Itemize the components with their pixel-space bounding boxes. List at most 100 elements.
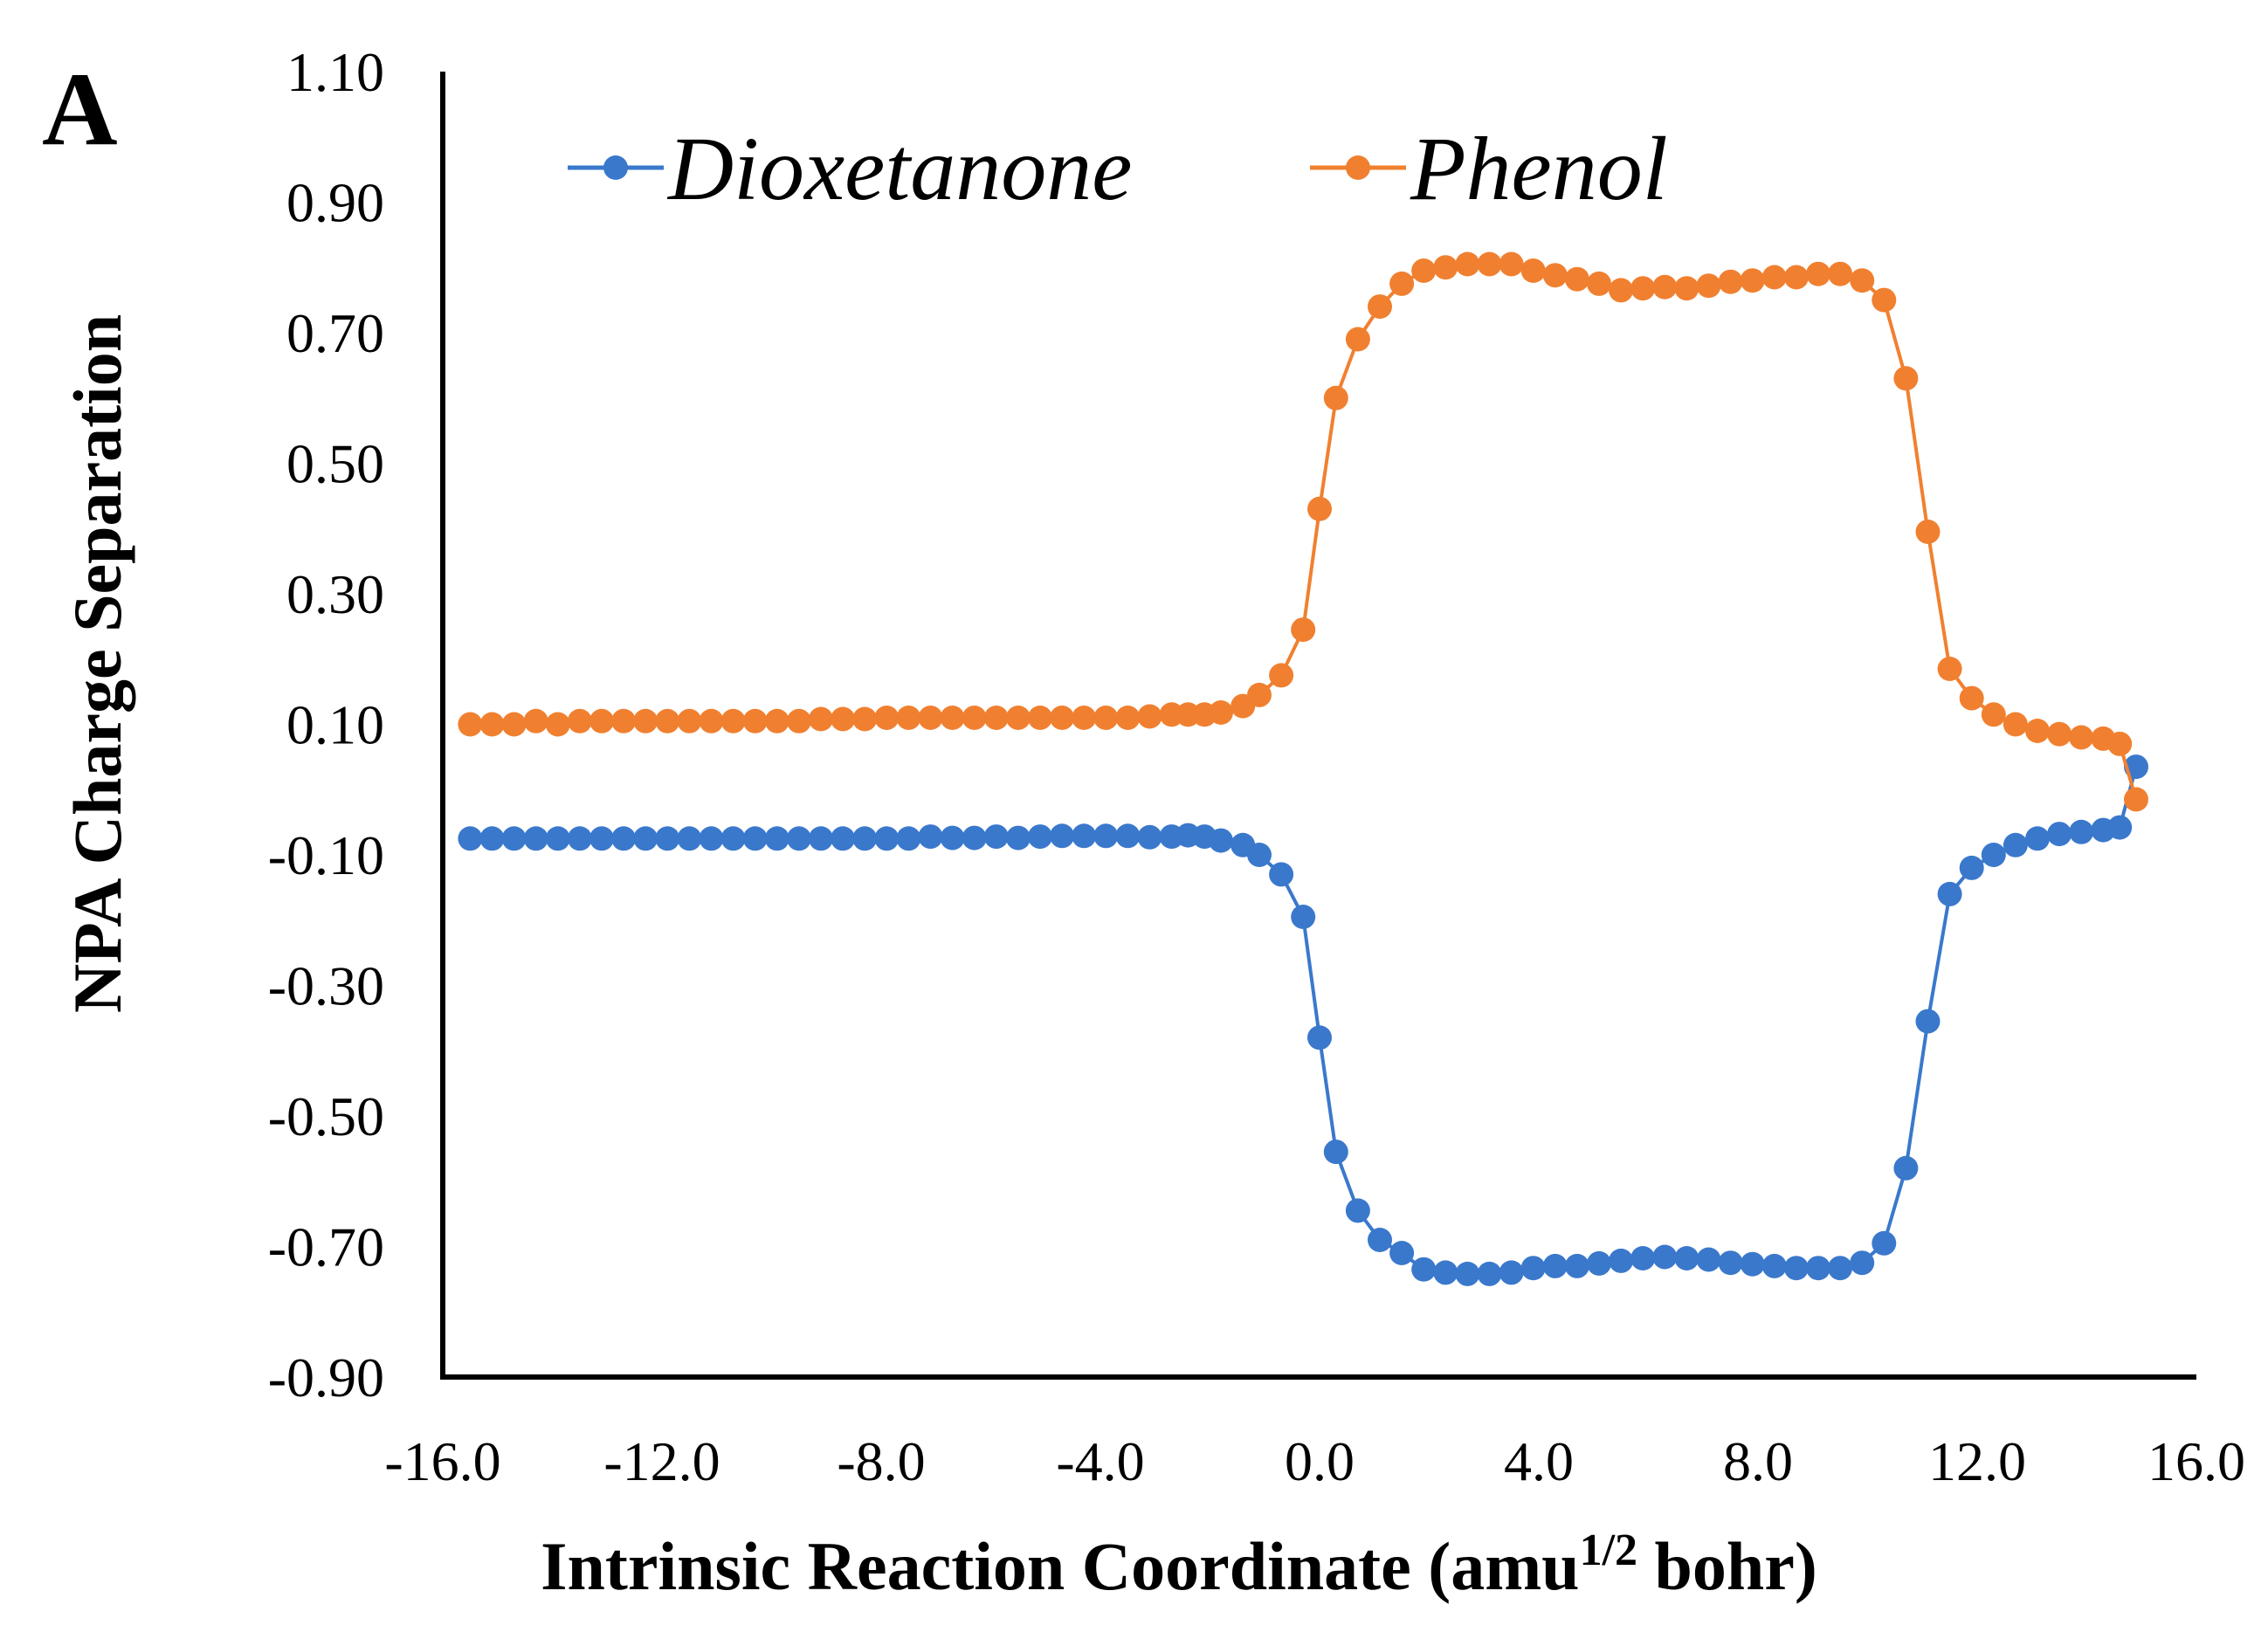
data-point-dioxetanone: [1959, 855, 1984, 880]
data-point-dioxetanone: [896, 826, 921, 851]
data-point-phenol: [983, 706, 1009, 730]
x-axis-title-superscript: 1/2: [1580, 1525, 1637, 1575]
data-point-dioxetanone: [523, 826, 548, 851]
data-point-phenol: [896, 706, 921, 730]
data-point-phenol: [1761, 265, 1787, 290]
data-point-dioxetanone: [786, 826, 811, 851]
data-point-phenol: [940, 706, 965, 730]
data-point-dioxetanone: [1050, 823, 1075, 849]
panel-label: A: [42, 51, 118, 167]
data-point-phenol: [1433, 255, 1458, 280]
data-point-dioxetanone: [1718, 1250, 1743, 1276]
x-axis-title-main: Intrinsic Reaction Coordinate (amu: [541, 1528, 1579, 1604]
y-tick-label: -0.30: [268, 955, 384, 1017]
y-tick-label: -0.10: [268, 824, 384, 886]
data-point-dioxetanone: [1291, 905, 1316, 929]
data-point-phenol: [1307, 496, 1332, 521]
data-point-dioxetanone: [677, 826, 702, 851]
data-point-dioxetanone: [1209, 828, 1233, 853]
x-tick-label: 8.0: [1723, 1430, 1793, 1492]
data-point-dioxetanone: [1850, 1250, 1875, 1276]
data-point-dioxetanone: [1411, 1257, 1437, 1282]
data-point-dioxetanone: [1455, 1261, 1480, 1286]
series-phenol: [458, 251, 2148, 812]
data-point-dioxetanone: [501, 826, 527, 851]
data-point-dioxetanone: [1674, 1246, 1699, 1271]
data-point-phenol: [1740, 268, 1765, 293]
data-point-phenol: [874, 706, 900, 730]
data-point-dioxetanone: [1542, 1253, 1568, 1278]
data-point-phenol: [1542, 263, 1568, 288]
data-point-dioxetanone: [962, 825, 987, 850]
data-point-dioxetanone: [1630, 1246, 1656, 1271]
data-point-phenol: [1564, 266, 1589, 292]
data-point-phenol: [1137, 704, 1162, 729]
series-dioxetanone: [458, 754, 2148, 1286]
data-point-dioxetanone: [1520, 1256, 1546, 1281]
data-point-phenol: [742, 708, 768, 733]
data-point-phenol: [458, 712, 483, 737]
data-point-phenol: [2003, 712, 2028, 737]
data-point-phenol: [1893, 366, 1919, 391]
data-point-phenol: [2025, 719, 2050, 743]
data-point-dioxetanone: [633, 826, 658, 851]
data-point-phenol: [1587, 271, 1611, 296]
data-point-dioxetanone: [720, 826, 746, 851]
data-point-phenol: [1652, 274, 1678, 300]
data-point-phenol: [918, 706, 943, 730]
data-point-dioxetanone: [1564, 1253, 1589, 1278]
data-point-phenol: [677, 708, 702, 733]
data-point-dioxetanone: [545, 826, 570, 851]
data-point-phenol: [1269, 663, 1294, 688]
data-point-phenol: [589, 708, 614, 733]
y-tick-label: 0.70: [286, 302, 384, 364]
data-point-dioxetanone: [1652, 1244, 1678, 1270]
legend-marker-phenol: [1346, 155, 1370, 180]
data-point-dioxetanone: [1499, 1260, 1524, 1285]
y-tick-label: 0.30: [286, 563, 384, 625]
data-point-dioxetanone: [458, 826, 483, 851]
data-point-phenol: [1411, 258, 1437, 283]
data-point-phenol: [655, 708, 680, 733]
data-point-phenol: [831, 706, 856, 732]
data-point-dioxetanone: [1806, 1256, 1830, 1281]
data-point-phenol: [1609, 278, 1634, 303]
data-point-phenol: [1872, 287, 1897, 313]
data-point-phenol: [720, 708, 746, 733]
data-point-dioxetanone: [831, 826, 856, 851]
data-point-dioxetanone: [874, 826, 900, 851]
data-point-phenol: [1291, 617, 1316, 643]
y-tick-label: 0.50: [286, 433, 384, 495]
data-point-phenol: [1630, 276, 1656, 301]
data-point-dioxetanone: [1115, 823, 1141, 849]
x-tick-label: 16.0: [2147, 1430, 2245, 1492]
data-point-phenol: [1368, 294, 1392, 320]
data-point-phenol: [633, 708, 658, 733]
data-point-phenol: [611, 708, 637, 733]
x-tick-label: -12.0: [603, 1430, 720, 1492]
legend: Dioxetanone Phenol: [568, 119, 1668, 219]
data-point-phenol: [1050, 706, 1075, 730]
data-point-dioxetanone: [1587, 1250, 1611, 1276]
data-point-dioxetanone: [1072, 823, 1097, 849]
legend-marker-dioxetanone: [603, 155, 628, 180]
data-point-phenol: [1209, 700, 1233, 725]
data-point-dioxetanone: [940, 825, 965, 850]
y-tick-label: 1.10: [286, 41, 384, 103]
data-point-phenol: [479, 712, 505, 737]
data-point-phenol: [1981, 702, 2006, 727]
data-point-phenol: [2047, 721, 2072, 747]
data-point-phenol: [1696, 273, 1721, 299]
data-point-phenol: [1389, 271, 1415, 296]
data-point-phenol: [1959, 685, 1984, 711]
data-point-dioxetanone: [764, 826, 789, 851]
data-point-dioxetanone: [1269, 862, 1294, 887]
x-tick-label: -16.0: [384, 1430, 500, 1492]
data-point-phenol: [1323, 385, 1348, 410]
data-point-phenol: [1477, 251, 1502, 277]
data-point-phenol: [1499, 251, 1524, 277]
data-point-dioxetanone: [699, 826, 724, 851]
data-point-phenol: [2069, 725, 2094, 750]
data-point-dioxetanone: [1307, 1025, 1332, 1050]
y-tick-label: 0.90: [286, 172, 384, 234]
